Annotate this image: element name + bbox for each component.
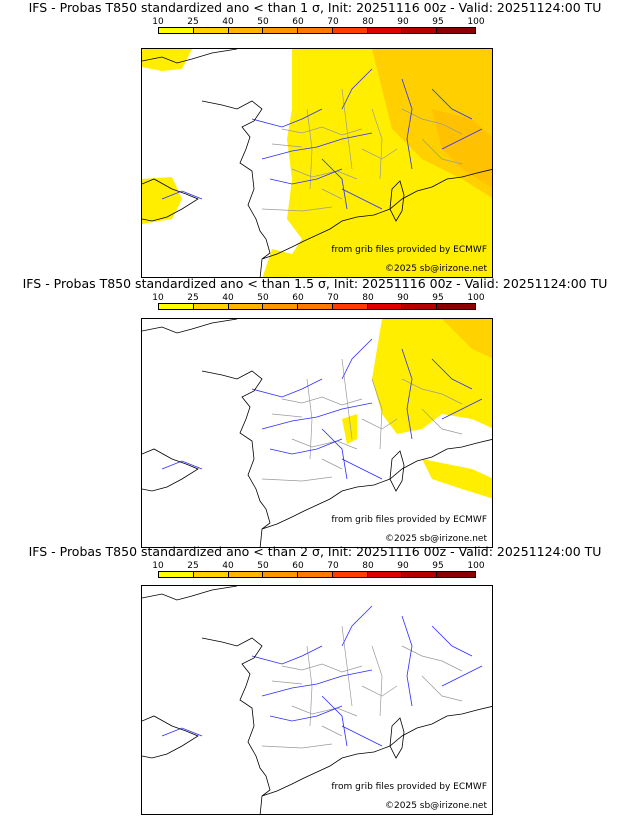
probability-map: from grib files provided by ECMWF ©2025 s… bbox=[141, 318, 493, 548]
color-scale: 10 25 40 50 60 70 80 90 95 100 bbox=[152, 293, 485, 315]
scale-tick-label: 95 bbox=[432, 561, 444, 571]
color-scale: 10 25 40 50 60 70 80 90 95 100 bbox=[152, 17, 485, 39]
map-canvas bbox=[142, 586, 492, 814]
scale-tick-label: 40 bbox=[222, 561, 234, 571]
copyright-credit: ©2025 sb@irizone.net bbox=[385, 534, 487, 544]
borders-layer bbox=[261, 358, 463, 482]
probability-map: from grib files provided by ECMWF ©2025 s… bbox=[141, 585, 493, 815]
map-canvas bbox=[142, 319, 492, 547]
colorbar bbox=[158, 571, 476, 578]
scale-tick-label: 60 bbox=[292, 17, 304, 27]
colorbar-segment bbox=[263, 304, 299, 309]
colorbar-segment bbox=[228, 572, 264, 577]
coastline-layer bbox=[142, 319, 492, 547]
colorbar-segment bbox=[159, 304, 194, 309]
colorbar-segment bbox=[367, 572, 403, 577]
source-credit: from grib files provided by ECMWF bbox=[331, 782, 487, 792]
colorbar-segment bbox=[228, 28, 264, 33]
colorbar bbox=[158, 27, 476, 34]
colorbar-segment bbox=[402, 28, 438, 33]
scale-tick-label: 80 bbox=[362, 293, 374, 303]
borders-layer bbox=[261, 88, 463, 212]
scale-tick-label: 50 bbox=[257, 293, 269, 303]
colorbar-segment bbox=[332, 572, 368, 577]
scale-tick-label: 70 bbox=[327, 17, 339, 27]
scale-tick-label: 10 bbox=[152, 561, 164, 571]
colorbar-segment bbox=[263, 572, 299, 577]
scale-tick-label: 60 bbox=[292, 293, 304, 303]
colorbar-segment bbox=[298, 572, 333, 577]
corsica-outline bbox=[389, 450, 405, 492]
colorbar-segment bbox=[193, 572, 229, 577]
scale-tick-label: 25 bbox=[187, 561, 199, 571]
scale-tick-label: 90 bbox=[397, 17, 409, 27]
colorbar-segment bbox=[263, 28, 299, 33]
colorbar-segment bbox=[402, 572, 438, 577]
colorbar-segment bbox=[437, 572, 475, 577]
map-panel-1: IFS - Probas T850 standardized ano < tha… bbox=[0, 0, 630, 278]
probability-map: from grib files provided by ECMWF ©2025 s… bbox=[141, 48, 493, 278]
scale-tick-label: 40 bbox=[222, 293, 234, 303]
colorbar-segment bbox=[159, 28, 194, 33]
colorbar-segment bbox=[298, 304, 333, 309]
scale-tick-label: 10 bbox=[152, 17, 164, 27]
colorbar-segment bbox=[437, 304, 475, 309]
colorbar-segment bbox=[193, 304, 229, 309]
rivers-layer bbox=[161, 338, 483, 480]
scale-tick-label: 90 bbox=[397, 293, 409, 303]
colorbar-segment bbox=[298, 28, 333, 33]
scale-tick-label: 95 bbox=[432, 17, 444, 27]
scale-tick-label: 95 bbox=[432, 293, 444, 303]
rivers-layer bbox=[161, 68, 483, 210]
source-credit: from grib files provided by ECMWF bbox=[331, 245, 487, 255]
colorbar-segment bbox=[367, 28, 403, 33]
colorbar-segment bbox=[367, 304, 403, 309]
panel-title: IFS - Probas T850 standardized ano < tha… bbox=[28, 544, 602, 559]
copyright-credit: ©2025 sb@irizone.net bbox=[385, 801, 487, 811]
colorbar-segment bbox=[402, 304, 438, 309]
map-panel-2: IFS - Probas T850 standardized ano < tha… bbox=[0, 276, 630, 548]
scale-tick-label: 90 bbox=[397, 561, 409, 571]
copyright-credit: ©2025 sb@irizone.net bbox=[385, 264, 487, 274]
colorbar-segment bbox=[437, 28, 475, 33]
scale-tick-label: 100 bbox=[467, 561, 485, 571]
source-credit: from grib files provided by ECMWF bbox=[331, 515, 487, 525]
panel-title: IFS - Probas T850 standardized ano < tha… bbox=[22, 276, 608, 291]
corsica-outline bbox=[389, 180, 405, 222]
colorbar-segment bbox=[228, 304, 264, 309]
borders-layer bbox=[261, 625, 463, 749]
panel-title: IFS - Probas T850 standardized ano < tha… bbox=[28, 0, 602, 15]
scale-tick-label: 50 bbox=[257, 561, 269, 571]
scale-tick-label: 10 bbox=[152, 293, 164, 303]
scale-tick-label: 100 bbox=[467, 17, 485, 27]
colorbar bbox=[158, 303, 476, 310]
map-canvas bbox=[142, 49, 492, 277]
scale-tick-label: 60 bbox=[292, 561, 304, 571]
colorbar-segment bbox=[332, 304, 368, 309]
scale-tick-label: 50 bbox=[257, 17, 269, 27]
colorbar-segment bbox=[332, 28, 368, 33]
scale-tick-label: 70 bbox=[327, 293, 339, 303]
coastline-layer bbox=[142, 586, 492, 814]
rivers-layer bbox=[161, 605, 483, 747]
scale-tick-label: 40 bbox=[222, 17, 234, 27]
map-panel-3: IFS - Probas T850 standardized ano < tha… bbox=[0, 544, 630, 815]
colorbar-segment bbox=[193, 28, 229, 33]
corsica-outline bbox=[389, 717, 405, 759]
coastline-layer bbox=[142, 49, 492, 277]
colorbar-segment bbox=[159, 572, 194, 577]
scale-tick-label: 80 bbox=[362, 17, 374, 27]
scale-tick-label: 25 bbox=[187, 293, 199, 303]
scale-tick-label: 80 bbox=[362, 561, 374, 571]
scale-tick-label: 25 bbox=[187, 17, 199, 27]
scale-tick-label: 70 bbox=[327, 561, 339, 571]
color-scale: 10 25 40 50 60 70 80 90 95 100 bbox=[152, 561, 485, 583]
scale-tick-label: 100 bbox=[467, 293, 485, 303]
